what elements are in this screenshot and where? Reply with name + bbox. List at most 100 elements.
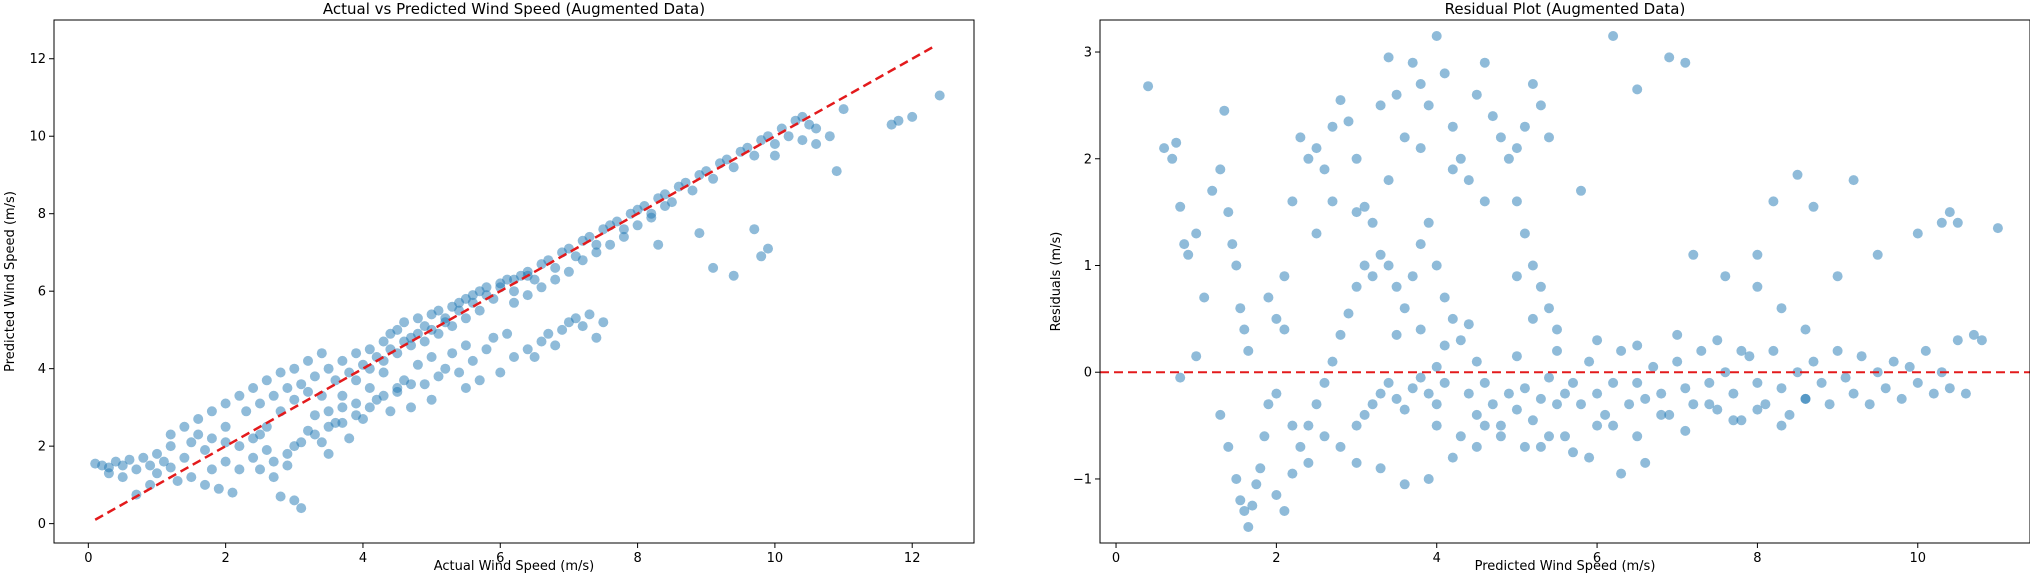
residual-point [1736,345,1747,356]
actual-vs-predicted-point [309,410,320,421]
actual-vs-predicted-point [337,402,348,413]
actual-vs-predicted-point [454,305,465,316]
actual-vs-predicted-point [378,336,389,347]
residual-point [1375,249,1386,260]
residual-point [1584,356,1595,367]
residual-point [1519,228,1530,239]
actual-vs-predicted-point [632,220,643,231]
residual-point [1183,249,1194,260]
residual-points [1143,31,2003,532]
residual-point [1704,377,1715,388]
actual-vs-predicted-point [694,228,705,239]
residual-point [1391,89,1402,100]
residual-point [1463,319,1474,330]
residual-point [1335,441,1346,452]
residual-point [1632,340,1643,351]
residual-point [1560,431,1570,442]
residual-point [1463,175,1474,186]
residual-point [1808,201,1819,212]
actual-vs-predicted-y-tick-label: 10 [29,130,46,145]
actual-vs-predicted-point [708,173,719,184]
residual-point [1367,399,1378,410]
residual-point [1231,474,1242,484]
residual-point [1175,201,1186,212]
actual-vs-predicted-point [612,216,622,227]
residual-point [1447,121,1458,132]
residual-point [1736,415,1747,426]
residual-point [1423,474,1434,484]
actual-vs-predicted-point [165,462,176,473]
residual-point [1744,351,1755,362]
actual-vs-predicted-point [131,464,142,475]
residual-point [1231,260,1242,271]
residual-point [1455,431,1466,442]
residual-point [1303,457,1314,468]
residual-point [1896,393,1907,404]
actual-vs-predicted-point [124,454,135,465]
actual-vs-predicted-point [303,355,313,366]
actual-vs-predicted-point [323,363,334,374]
actual-vs-predicted-point [811,139,822,149]
residual-point [1495,431,1506,442]
actual-vs-predicted-point [337,390,348,401]
residual-point [1335,95,1346,106]
actual-vs-predicted-y-tick-label: 4 [38,362,46,377]
residual-point [1560,388,1570,399]
residual-point [1431,361,1442,372]
residual-point [1616,345,1627,356]
actual-vs-predicted-point [824,131,835,142]
residual-point [1235,303,1246,314]
actual-vs-predicted-point [460,313,471,324]
residual-point [1864,399,1875,410]
residual-point [1832,345,1843,356]
actual-vs-predicted-y-tick-label: 12 [29,52,46,67]
actual-vs-predicted-point [378,390,389,401]
actual-vs-predicted-point [550,340,561,351]
actual-vs-predicted-point [769,150,780,161]
actual-vs-predicted-point [234,464,245,475]
actual-vs-predicted-point [309,429,320,440]
residual-point [1199,292,1210,303]
residual-point [1335,329,1346,340]
actual-vs-predicted-point [323,406,334,417]
residual-point [1968,329,1979,340]
residual-point [1415,324,1426,335]
residual-point [1592,335,1603,346]
actual-vs-predicted-point [454,367,465,378]
residual-y-tick-label: 1 [1084,259,1092,274]
residual-point [1383,175,1394,186]
actual-vs-predicted-point [344,367,355,378]
residual-point [1447,164,1458,175]
actual-vs-predicted-point [618,231,629,242]
residual-point [1752,404,1763,415]
residual-point [1259,431,1270,442]
actual-vs-predicted-point [577,321,588,332]
actual-vs-predicted-point [488,332,499,343]
residual-point [1367,271,1378,282]
actual-vs-predicted-x-tick-label: 6 [496,551,504,566]
actual-vs-predicted-point [618,224,629,235]
residual-point [1407,383,1418,394]
actual-vs-predicted-x-tick-label: 0 [84,551,92,566]
residual-point [1856,351,1867,362]
residual-point [1616,468,1627,479]
residual-point [1752,281,1763,292]
residual-point [1399,404,1410,415]
residual-point [1415,239,1426,250]
actual-vs-predicted-point [296,503,307,514]
residual-point [1495,420,1506,431]
residual-point [1219,105,1230,116]
actual-vs-predicted-point [364,383,375,393]
actual-vs-predicted-point [206,464,217,475]
residual-point [1728,388,1739,399]
residual-point [1243,522,1254,532]
actual-vs-predicted-point [200,445,210,455]
actual-vs-predicted-point [220,398,231,409]
residual-point [1535,441,1546,452]
actual-vs-predicted-chart: Actual vs Predicted Wind Speed (Augmente… [3,0,975,574]
residual-x-axis-label: Predicted Wind Speed (m/s) [1475,559,1656,574]
residual-point [1351,153,1362,164]
residual-point [1439,340,1450,351]
residual-point [1223,207,1234,218]
residual-point [1343,116,1354,127]
